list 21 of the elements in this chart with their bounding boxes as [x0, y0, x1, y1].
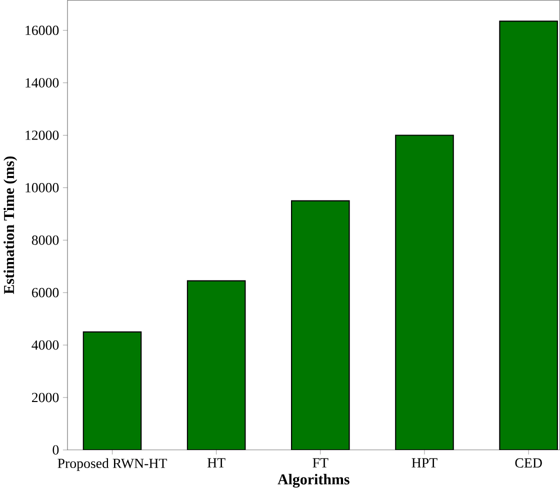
x-tick-label: CED: [515, 458, 542, 468]
x-axis-title: Algorithms: [278, 474, 350, 488]
y-tick-label: 0: [52, 445, 59, 455]
y-tick-label: 12000: [26, 130, 59, 140]
bar: [186, 280, 246, 450]
y-tick-label: 14000: [26, 78, 59, 88]
bar: [291, 200, 350, 450]
x-tick-label: FT: [312, 458, 328, 468]
y-tick-label: 8000: [32, 235, 59, 245]
y-tick-label: 10000: [26, 182, 59, 192]
y-tick-label: 6000: [32, 288, 59, 298]
bar: [499, 20, 558, 450]
x-tick-label: HT: [207, 458, 226, 468]
bar: [395, 134, 454, 450]
y-axis-title: Estimation Time (ms): [4, 156, 18, 294]
bar: [82, 331, 142, 450]
x-tick-label: HPT: [412, 458, 438, 468]
x-tick-label: Proposed RWN-HT: [58, 458, 167, 471]
y-tick-label: 2000: [32, 392, 59, 402]
y-tick-label: 16000: [26, 26, 59, 35]
y-tick-label: 4000: [32, 340, 59, 350]
